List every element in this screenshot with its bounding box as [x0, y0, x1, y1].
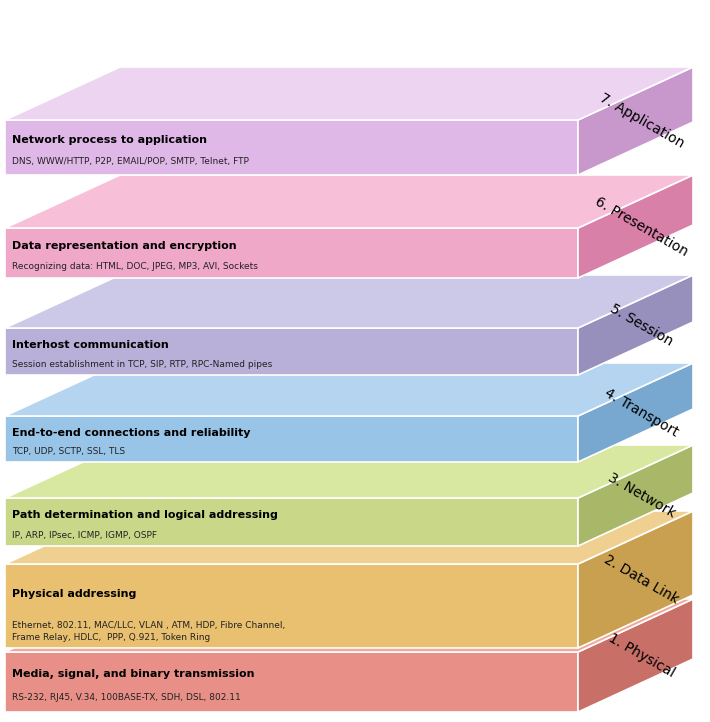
Text: DNS, WWW/HTTP, P2P, EMAIL/POP, SMTP, Telnet, FTP: DNS, WWW/HTTP, P2P, EMAIL/POP, SMTP, Tel… [12, 157, 249, 166]
Polygon shape [5, 328, 578, 375]
Text: Ethernet, 802.11, MAC/LLC, VLAN , ATM, HDP, Fibre Channel,
Frame Relay, HDLC,  P: Ethernet, 802.11, MAC/LLC, VLAN , ATM, H… [12, 621, 285, 642]
Text: Network process to application: Network process to application [12, 135, 207, 145]
Polygon shape [5, 599, 693, 652]
Text: Media, signal, and binary transmission: Media, signal, and binary transmission [12, 669, 254, 679]
Polygon shape [5, 67, 693, 120]
Polygon shape [5, 416, 578, 462]
Polygon shape [578, 175, 693, 278]
Text: 2. Data Link: 2. Data Link [601, 552, 682, 606]
Text: Interhost communication: Interhost communication [12, 340, 169, 350]
Polygon shape [5, 564, 578, 648]
Text: IP, ARP, IPsec, ICMP, IGMP, OSPF: IP, ARP, IPsec, ICMP, IGMP, OSPF [12, 531, 157, 539]
Text: 3. Network: 3. Network [605, 471, 678, 521]
Polygon shape [578, 445, 693, 546]
Text: Physical addressing: Physical addressing [12, 589, 136, 599]
Text: 4. Transport: 4. Transport [602, 386, 681, 439]
Polygon shape [578, 67, 693, 175]
Text: 1. Physical: 1. Physical [606, 631, 677, 680]
Polygon shape [5, 652, 578, 712]
Polygon shape [578, 511, 693, 648]
Text: TCP, UDP, SCTP, SSL, TLS: TCP, UDP, SCTP, SSL, TLS [12, 448, 125, 456]
Polygon shape [5, 175, 693, 228]
Text: Path determination and logical addressing: Path determination and logical addressin… [12, 510, 278, 521]
Text: Session establishment in TCP, SIP, RTP, RPC-Named pipes: Session establishment in TCP, SIP, RTP, … [12, 360, 272, 369]
Polygon shape [5, 120, 578, 175]
Polygon shape [578, 363, 693, 462]
Text: 7. Application: 7. Application [596, 91, 687, 151]
Polygon shape [5, 498, 578, 546]
Polygon shape [5, 363, 693, 416]
Polygon shape [578, 599, 693, 712]
Polygon shape [5, 275, 693, 328]
Polygon shape [578, 275, 693, 375]
Text: 6. Presentation: 6. Presentation [593, 194, 690, 258]
Polygon shape [5, 228, 578, 278]
Text: End-to-end connections and reliability: End-to-end connections and reliability [12, 427, 251, 438]
Text: RS-232, RJ45, V.34, 100BASE-TX, SDH, DSL, 802.11: RS-232, RJ45, V.34, 100BASE-TX, SDH, DSL… [12, 693, 241, 702]
Text: Recognizing data: HTML, DOC, JPEG, MP3, AVI, Sockets: Recognizing data: HTML, DOC, JPEG, MP3, … [12, 262, 258, 271]
Polygon shape [5, 511, 693, 564]
Polygon shape [5, 445, 693, 498]
Text: Data representation and encryption: Data representation and encryption [12, 241, 236, 251]
Text: 5. Session: 5. Session [608, 301, 675, 349]
